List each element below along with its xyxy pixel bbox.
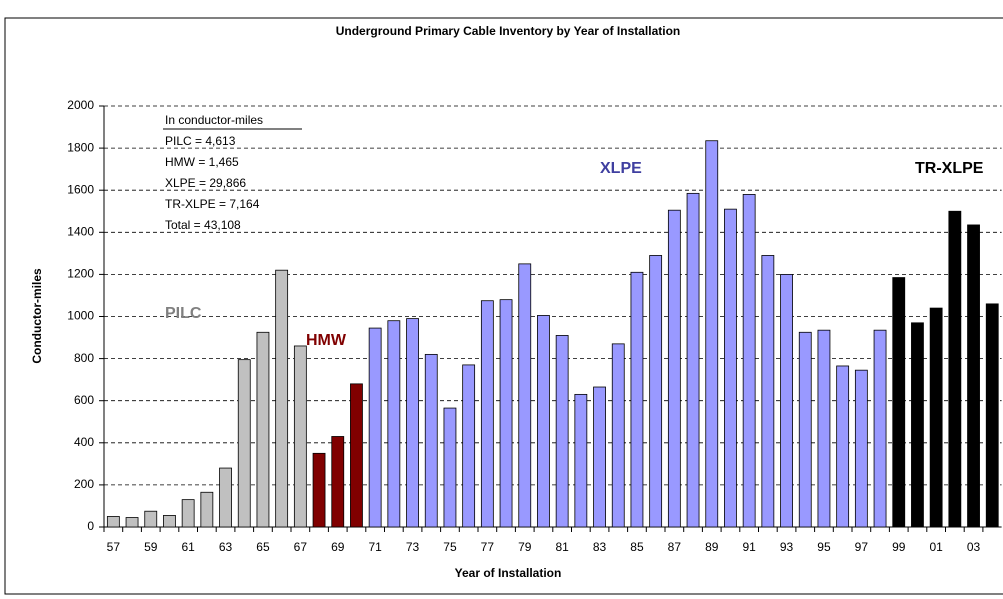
bar [761,255,775,528]
bar [462,364,476,528]
bar [854,369,868,528]
x-tick-label: 79 [518,540,532,554]
y-tick-label: 200 [74,477,94,491]
bar [798,331,812,528]
bar [518,263,532,528]
x-tick-label: 59 [144,540,158,554]
annotation: Total = 43,108 [165,218,241,232]
series-label: XLPE [600,160,642,177]
x-tick-label: 75 [443,540,457,554]
y-tick-label: 2000 [67,98,94,112]
bar [480,300,494,528]
bar [275,269,289,528]
x-tick-label: 89 [705,540,719,554]
y-tick-label: 1000 [67,309,94,323]
bar [649,255,663,528]
annotation: In conductor-miles [165,113,263,127]
series-label: TR-XLPE [915,160,984,177]
chart-title: Underground Primary Cable Inventory by Y… [336,24,681,38]
bar [593,386,606,528]
bar [144,510,158,528]
x-tick-label: 61 [181,540,195,554]
bar [742,194,756,528]
bar [929,307,943,528]
bar [312,452,326,528]
bar [892,277,906,528]
bar [106,516,120,528]
bar [836,365,850,528]
x-tick-label: 71 [368,540,382,554]
bar [555,335,569,528]
bar [443,407,457,528]
bar [200,491,214,528]
bar [499,299,513,528]
y-tick-label: 400 [74,435,94,449]
bar [256,331,270,528]
bar [630,271,644,528]
annotation: TR-XLPE = 7,164 [165,197,260,211]
y-tick-label: 1600 [67,182,94,196]
x-tick-label: 81 [555,540,569,554]
bar [219,467,232,528]
bar [948,210,962,528]
y-tick-label: 600 [74,393,94,407]
y-tick-label: 1800 [67,140,94,154]
bar [686,192,700,528]
x-tick-label: 63 [219,540,233,554]
series-label: HMW [306,332,347,349]
y-tick-label: 1200 [67,267,94,281]
x-axis-label: Year of Installation [455,566,562,580]
y-tick-label: 800 [74,351,94,365]
annotation: XLPE = 29,866 [165,176,246,190]
bar [331,436,345,528]
bar [387,320,401,528]
bar [368,327,382,528]
x-tick-label: 95 [817,540,831,554]
bar [293,345,307,528]
x-tick-label: 73 [406,540,420,554]
x-tick-label: 87 [668,540,682,554]
bar [537,315,550,528]
bar [667,209,681,528]
x-tick-label: 69 [331,540,345,554]
bar [780,273,793,528]
bar [705,140,719,528]
y-tick-label: 1400 [67,224,94,238]
annotation: HMW = 1,465 [165,155,239,169]
x-tick-label: 83 [593,540,607,554]
annotation: PILC = 4,613 [165,134,236,148]
x-tick-label: 65 [256,540,270,554]
bar [817,329,831,528]
bar [406,318,419,528]
bar [967,224,980,528]
x-tick-label: 91 [742,540,756,554]
x-tick-label: 93 [780,540,794,554]
bar [424,353,438,528]
bar [163,515,176,528]
x-tick-label: 67 [294,540,308,554]
bar [350,383,363,528]
bar [985,303,999,528]
bar [125,517,139,528]
y-axis-label: Conductor-miles [30,268,44,364]
x-tick-label: 77 [481,540,495,554]
bar [724,208,737,528]
x-tick-label: 57 [107,540,121,554]
y-tick-label: 0 [87,519,94,533]
bar [873,329,887,528]
x-tick-label: 99 [892,540,906,554]
bar [181,499,195,528]
x-tick-label: 97 [855,540,869,554]
bar [911,322,924,528]
series-label: PILC [165,305,202,322]
bar [574,393,588,528]
x-tick-label: 01 [929,540,943,554]
x-tick-label: 85 [630,540,644,554]
bar [237,359,251,528]
x-tick-label: 03 [967,540,981,554]
bar [611,343,625,528]
